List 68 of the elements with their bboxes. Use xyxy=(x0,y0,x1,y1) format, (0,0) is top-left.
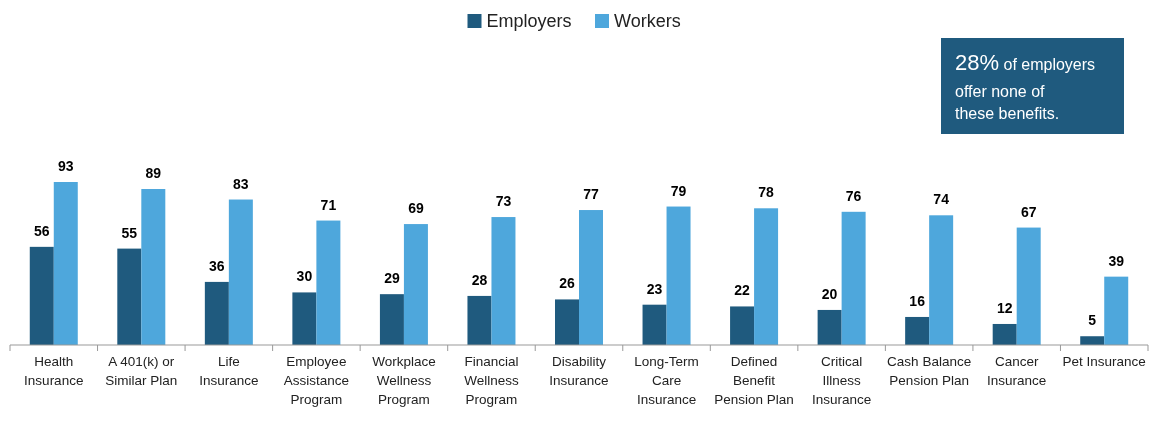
bar xyxy=(730,306,755,345)
bar xyxy=(754,208,779,345)
data-label: 78 xyxy=(758,184,775,201)
data-label: 39 xyxy=(1108,252,1125,269)
x-tick-label: Health Insurance xyxy=(24,354,84,388)
data-label: 26 xyxy=(559,275,575,292)
bar xyxy=(1080,336,1105,345)
bar xyxy=(316,220,341,345)
data-label: 12 xyxy=(996,299,1013,316)
bar xyxy=(929,215,954,345)
x-tick-label: Cash Balance Pension Plan xyxy=(887,354,972,388)
bar xyxy=(905,316,930,345)
data-label: 29 xyxy=(384,270,400,287)
data-label: 23 xyxy=(646,280,663,297)
bar xyxy=(403,224,428,345)
x-tick-label: Disability Insurance xyxy=(549,354,609,388)
bar xyxy=(555,299,579,345)
x-tick-label: Workplace Wellness Program xyxy=(372,354,436,407)
data-label: 30 xyxy=(296,268,313,285)
data-label: 69 xyxy=(408,200,424,217)
bar xyxy=(817,309,842,345)
data-label: 73 xyxy=(495,193,512,210)
data-label: 16 xyxy=(909,292,926,309)
bar xyxy=(579,210,603,345)
bar xyxy=(1104,276,1129,345)
data-label: 76 xyxy=(845,187,862,204)
x-tick-label: Critical Illness Insurance xyxy=(811,354,872,407)
bar xyxy=(29,246,54,345)
data-label: 28 xyxy=(471,271,488,288)
bar xyxy=(467,295,492,345)
data-label: 79 xyxy=(670,182,687,199)
data-label: 83 xyxy=(233,175,249,192)
bar xyxy=(292,292,317,345)
x-tick-label: A 401(k) or Similar Plan xyxy=(105,354,178,388)
bar xyxy=(992,323,1017,345)
data-label: 74 xyxy=(933,191,950,208)
bar xyxy=(379,294,404,345)
x-tick-label: Financial Wellness Program xyxy=(464,354,519,407)
bar xyxy=(228,199,253,345)
bar xyxy=(841,211,866,345)
legend-label: Employers xyxy=(486,11,572,31)
bar xyxy=(491,217,516,345)
data-label: 20 xyxy=(821,285,838,302)
data-label: 55 xyxy=(121,224,138,241)
bar xyxy=(117,248,142,345)
data-label: 56 xyxy=(33,222,50,239)
data-label: 67 xyxy=(1020,203,1037,220)
data-label: 22 xyxy=(734,282,751,299)
data-label: 5 xyxy=(1088,312,1097,329)
x-tick-label: Employee Assistance Program xyxy=(283,354,350,407)
bar xyxy=(642,304,667,345)
data-label: 77 xyxy=(583,186,599,203)
legend-label: Workers xyxy=(614,11,681,31)
x-tick-label: Defined Benefit Pension Plan xyxy=(714,354,794,407)
x-tick-label: Cancer Insurance xyxy=(987,354,1047,388)
data-label: 89 xyxy=(145,165,162,182)
data-label: 93 xyxy=(57,158,74,174)
bar xyxy=(141,189,166,345)
bar xyxy=(53,182,78,345)
bar xyxy=(1016,227,1041,345)
x-tick-label: Pet Insurance xyxy=(1062,354,1146,369)
x-tick-label: Long-Term Care Insurance xyxy=(634,354,699,407)
text: 28% of employers offer none of these benefits. xyxy=(955,50,1096,122)
bar xyxy=(204,281,229,345)
data-label: 71 xyxy=(320,196,337,213)
data-label: 36 xyxy=(209,257,225,274)
x-tick-label: Life Insurance xyxy=(199,354,259,388)
bar xyxy=(666,206,691,345)
